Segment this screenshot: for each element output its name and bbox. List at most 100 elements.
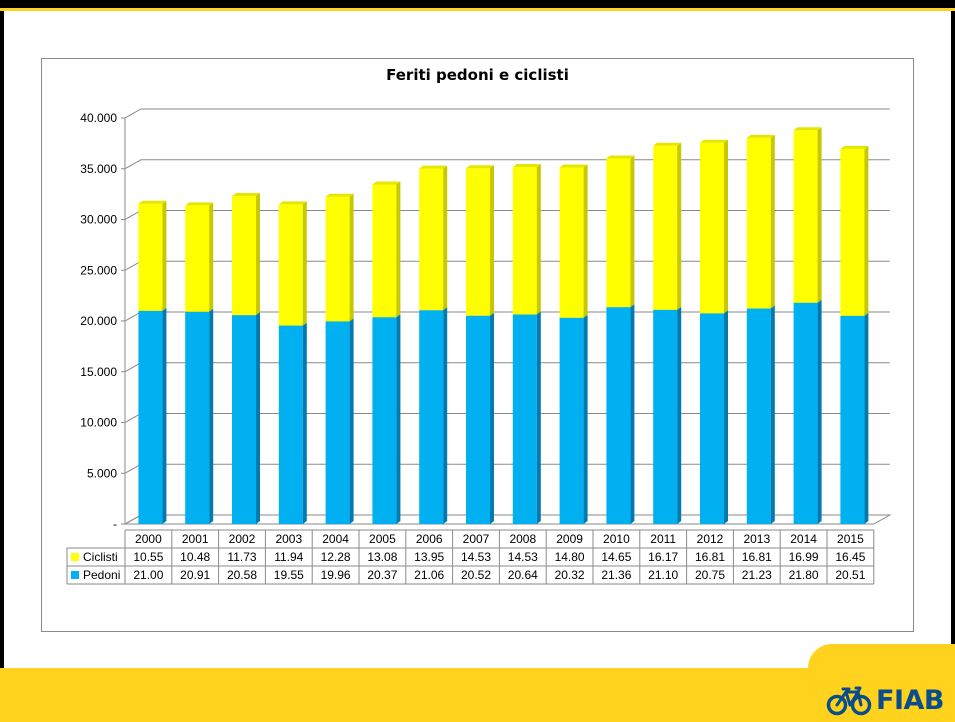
bar-pedoni-front — [793, 302, 818, 524]
y-tick-label: 40.000 — [80, 111, 117, 125]
bar-ciclisti — [700, 139, 728, 314]
data-table-cell: 14.53 — [508, 550, 538, 564]
bar-ciclisti-top — [466, 165, 494, 169]
bicycle-icon — [826, 686, 872, 716]
bar-ciclisti-side — [583, 164, 588, 318]
bar-pedoni — [793, 299, 822, 524]
data-table-cell: 20.51 — [835, 568, 865, 582]
bar-pedoni-side — [864, 312, 869, 524]
bar-ciclisti — [185, 202, 214, 312]
bar-pedoni-side — [302, 322, 307, 524]
x-category-label: 2012 — [697, 532, 724, 546]
bar-ciclisti — [278, 201, 307, 326]
bar-ciclisti — [372, 181, 401, 318]
bar-pedoni-side — [490, 312, 494, 524]
legend-swatch — [71, 571, 79, 579]
y-tick-label: 10.000 — [80, 416, 117, 430]
bar-ciclisti-top — [653, 142, 682, 146]
bar-ciclisti-top — [278, 201, 307, 205]
data-table-cell: 21.80 — [789, 568, 819, 582]
bar-ciclisti-front — [419, 168, 444, 311]
data-table-cell: 14.53 — [461, 550, 491, 564]
bar-pedoni-front — [700, 313, 724, 524]
bar-ciclisti-front — [372, 184, 397, 318]
bar-ciclisti — [606, 155, 635, 308]
y-tick-label: 5.000 — [87, 466, 117, 480]
bar-ciclisti-top — [325, 193, 354, 197]
data-table-cell: 16.81 — [742, 550, 772, 564]
bar-pedoni-front — [185, 311, 210, 524]
bar-ciclisti — [325, 193, 354, 322]
data-table-cell: 21.00 — [133, 568, 163, 582]
bar-ciclisti-front — [793, 130, 818, 303]
bar-ciclisti-top — [840, 145, 869, 149]
bar-pedoni-front — [466, 315, 490, 524]
bar-ciclisti-top — [419, 165, 448, 169]
legend-label: Ciclisti — [83, 550, 118, 564]
data-table-cell: 16.17 — [648, 550, 678, 564]
bar-ciclisti-front — [232, 196, 256, 316]
bar-ciclisti-front — [606, 158, 631, 308]
x-category-label: 2003 — [275, 532, 302, 546]
bar-pedoni-side — [630, 304, 635, 524]
bar-ciclisti-front — [278, 204, 303, 326]
bar-ciclisti-top — [700, 139, 728, 143]
bar-pedoni — [325, 318, 354, 524]
data-table-cell: 10.55 — [133, 550, 163, 564]
bar-ciclisti-side — [490, 165, 494, 316]
x-category-label: 2000 — [135, 532, 162, 546]
bar-ciclisti-top — [793, 127, 822, 131]
x-category-label: 2002 — [229, 532, 256, 546]
data-table-cell: 10.48 — [180, 550, 210, 564]
data-table-cell: 21.10 — [648, 568, 678, 582]
bar-pedoni-front — [653, 309, 678, 524]
bar-ciclisti-front — [700, 142, 724, 314]
data-table-cell: 13.08 — [367, 550, 397, 564]
data-table-cell: 14.80 — [555, 550, 585, 564]
bar-pedoni-side — [162, 307, 167, 524]
data-table-cell: 20.58 — [227, 568, 257, 582]
footer-bar — [0, 668, 955, 722]
x-category-label: 2009 — [556, 532, 583, 546]
bar-ciclisti-side — [536, 164, 541, 315]
bar-ciclisti — [840, 145, 869, 316]
bar-pedoni-side — [583, 314, 588, 524]
data-table-cell: 21.36 — [601, 568, 631, 582]
data-table-cell: 19.96 — [321, 568, 351, 582]
data-table-cell: 20.64 — [508, 568, 538, 582]
bar-ciclisti-front — [559, 167, 584, 318]
bar-pedoni-side — [256, 312, 260, 524]
legend-label: Pedoni — [83, 568, 120, 582]
bar-pedoni-front — [559, 317, 584, 524]
bar-ciclisti-side — [209, 202, 214, 312]
legend-swatch — [71, 553, 79, 561]
y-tick-label: 20.000 — [80, 314, 117, 328]
y-tick-label: 15.000 — [80, 365, 117, 379]
x-category-label: 2005 — [369, 532, 396, 546]
gridline — [124, 108, 890, 119]
bar-ciclisti-side — [302, 201, 307, 326]
chart-title: Feriti pedoni e ciclisti — [386, 66, 569, 84]
x-category-label: 2006 — [416, 532, 443, 546]
bar-ciclisti-front — [840, 148, 865, 316]
bar-pedoni-side — [443, 307, 448, 524]
bar-pedoni-front — [232, 315, 256, 524]
bar-pedoni-side — [536, 311, 541, 524]
bar-pedoni — [559, 314, 588, 524]
bar-pedoni — [840, 312, 869, 524]
bar-pedoni-side — [209, 308, 214, 524]
bar-pedoni — [700, 310, 728, 524]
bar-pedoni-front — [512, 314, 537, 524]
bar-ciclisti-top — [232, 193, 260, 197]
bar-ciclisti — [746, 134, 775, 309]
y-tick-label: 35.000 — [80, 162, 117, 176]
bar-pedoni — [512, 311, 541, 524]
bar-ciclisti-top — [606, 155, 635, 159]
bar-ciclisti-side — [677, 142, 682, 310]
data-table-cell: 11.94 — [274, 550, 303, 564]
bar-ciclisti-top — [746, 134, 775, 138]
bar-ciclisti — [466, 165, 494, 316]
bar-pedoni-side — [677, 306, 682, 524]
x-category-label: 2007 — [463, 532, 490, 546]
